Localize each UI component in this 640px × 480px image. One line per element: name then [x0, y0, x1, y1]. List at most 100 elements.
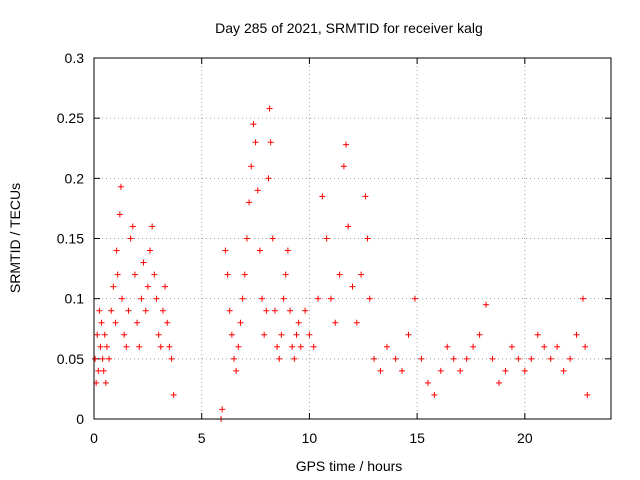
- data-point: [243, 235, 250, 242]
- data-point: [97, 343, 104, 350]
- data-point: [113, 247, 120, 254]
- data-point: [297, 343, 304, 350]
- data-point: [153, 295, 160, 302]
- data-point: [101, 331, 108, 338]
- data-point: [241, 271, 248, 278]
- data-point: [226, 307, 233, 314]
- data-point: [579, 295, 586, 302]
- data-point: [567, 355, 574, 362]
- data-point: [127, 235, 134, 242]
- data-point: [265, 175, 272, 182]
- x-tick-label: 20: [517, 430, 533, 446]
- data-point: [149, 223, 156, 230]
- data-point: [235, 343, 242, 350]
- data-point: [106, 355, 113, 362]
- data-point: [134, 319, 141, 326]
- data-point: [248, 163, 255, 170]
- y-tick-label: 0.25: [57, 110, 84, 126]
- data-point: [157, 343, 164, 350]
- data-point: [431, 391, 438, 398]
- data-point: [521, 367, 528, 374]
- data-point: [166, 343, 173, 350]
- x-tick-label: 10: [302, 430, 318, 446]
- data-point: [98, 319, 105, 326]
- data-point: [495, 379, 502, 386]
- data-point: [94, 331, 101, 338]
- data-point: [371, 355, 378, 362]
- data-point: [164, 319, 171, 326]
- data-point: [96, 307, 103, 314]
- data-point: [114, 271, 121, 278]
- data-point: [392, 355, 399, 362]
- data-point: [261, 331, 268, 338]
- data-point: [437, 367, 444, 374]
- data-point: [271, 307, 278, 314]
- x-tick-label: 0: [90, 430, 98, 446]
- data-point: [584, 391, 591, 398]
- x-tick-label: 15: [409, 430, 425, 446]
- data-point: [131, 271, 138, 278]
- data-point: [282, 271, 289, 278]
- data-point: [424, 379, 431, 386]
- data-point: [119, 295, 126, 302]
- data-point: [358, 271, 365, 278]
- data-point: [170, 391, 177, 398]
- data-point: [470, 343, 477, 350]
- data-point: [319, 193, 326, 200]
- data-point: [121, 331, 128, 338]
- y-tick-label: 0.2: [65, 170, 85, 186]
- data-point: [140, 259, 147, 266]
- data-points: [92, 105, 591, 422]
- data-point: [228, 331, 235, 338]
- data-point: [123, 343, 130, 350]
- data-point: [573, 331, 580, 338]
- data-point: [108, 307, 115, 314]
- data-point: [237, 319, 244, 326]
- data-point: [266, 105, 273, 112]
- y-axis-label: SRMTID / TECUs: [7, 183, 23, 293]
- data-point: [231, 355, 238, 362]
- data-point: [125, 307, 132, 314]
- data-point: [332, 319, 339, 326]
- data-point: [219, 406, 226, 413]
- data-point: [399, 367, 406, 374]
- plot-frame: [93, 57, 612, 420]
- data-point: [147, 247, 154, 254]
- data-point: [129, 223, 136, 230]
- data-point: [383, 343, 390, 350]
- data-point: [100, 367, 107, 374]
- data-point: [541, 343, 548, 350]
- data-point: [224, 271, 231, 278]
- data-point: [99, 355, 106, 362]
- data-point: [278, 331, 285, 338]
- data-point: [547, 355, 554, 362]
- data-point: [362, 193, 369, 200]
- data-point: [259, 295, 266, 302]
- data-point: [582, 343, 589, 350]
- data-point: [554, 343, 561, 350]
- data-point: [463, 355, 470, 362]
- data-point: [233, 367, 240, 374]
- data-point: [418, 355, 425, 362]
- data-point: [476, 331, 483, 338]
- data-point: [323, 235, 330, 242]
- data-point: [502, 367, 509, 374]
- data-point: [411, 295, 418, 302]
- data-point: [280, 295, 287, 302]
- data-point: [95, 367, 102, 374]
- data-point: [343, 141, 350, 148]
- data-point: [112, 319, 119, 326]
- data-point: [293, 331, 300, 338]
- data-point: [528, 355, 535, 362]
- data-point: [269, 235, 276, 242]
- data-point: [162, 283, 169, 290]
- data-point: [284, 247, 291, 254]
- y-tick-label: 0.15: [57, 231, 84, 247]
- data-point: [103, 343, 110, 350]
- data-point: [102, 379, 109, 386]
- data-point: [246, 199, 253, 206]
- data-point: [483, 301, 490, 308]
- data-point: [515, 355, 522, 362]
- data-point: [306, 331, 313, 338]
